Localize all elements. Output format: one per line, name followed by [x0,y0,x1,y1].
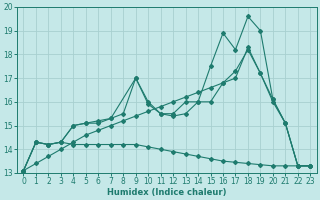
X-axis label: Humidex (Indice chaleur): Humidex (Indice chaleur) [107,188,227,197]
